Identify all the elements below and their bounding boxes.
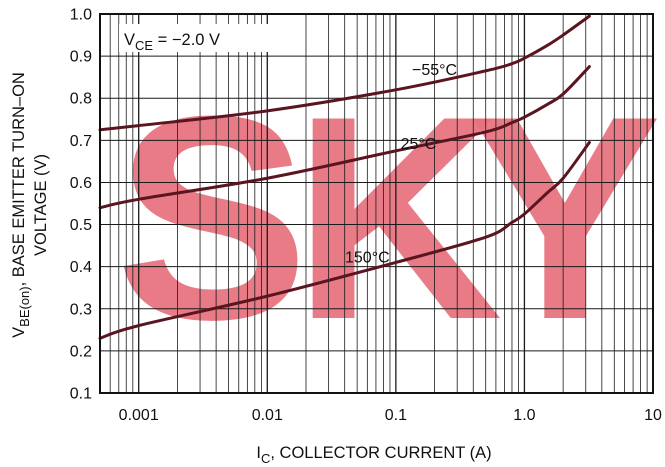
y-axis-title-line1: VBE(on), BASE EMITTER TURN–ON [10,72,32,338]
y-tick-label: 0.7 [70,133,92,150]
y-tick-label: 0.5 [70,217,92,234]
series-line [98,65,591,210]
x-tick-label: 0.001 [119,407,159,424]
curves [98,14,591,340]
tick-labels: 0.1 0.2 0.3 0.4 0.5 0.6 0.7 0.8 0.9 1.0 0.001 0.01 0… [70,7,662,425]
x-tick-label: 1.0 [513,407,535,424]
y-tick-label: 0.8 [70,91,92,108]
condition-label-background [119,24,269,52]
plot-frame [99,13,654,394]
curve-labels: −55°C 25°C 150°C [345,62,457,266]
x-axis-title: IC, COLLECTOR CURRENT (A) [256,444,491,466]
y-axis-title: VBE(on), BASE EMITTER TURN–ON VOLTAGE (V… [10,72,50,338]
y-axis-title-line2: VOLTAGE (V) [32,154,50,256]
series-line [98,14,591,132]
x-tick-label: 0.01 [252,407,283,424]
series-label: 25°C [401,136,437,153]
y-tick-label: 0.4 [70,259,92,276]
grid [99,13,653,394]
series-label: −55°C [412,62,457,79]
y-tick-label: 0.9 [70,49,92,66]
y-tick-label: 0.6 [70,175,92,192]
y-tick-label: 0.1 [70,386,92,403]
watermark-letter: Y [468,56,661,380]
watermark-letter: K [293,56,502,380]
series-line [98,140,591,340]
condition-label: VCE = −2.0 V [124,31,220,53]
watermark-letter: S [115,56,308,380]
watermark-layer: SKY [115,56,661,380]
y-tick-label: 0.2 [70,343,92,360]
x-tick-label: 10 [644,407,662,424]
y-tick-label: 1.0 [70,7,92,24]
x-tick-label: 0.1 [385,407,407,424]
series-label: 150°C [345,249,390,266]
y-tick-label: 0.3 [70,301,92,318]
